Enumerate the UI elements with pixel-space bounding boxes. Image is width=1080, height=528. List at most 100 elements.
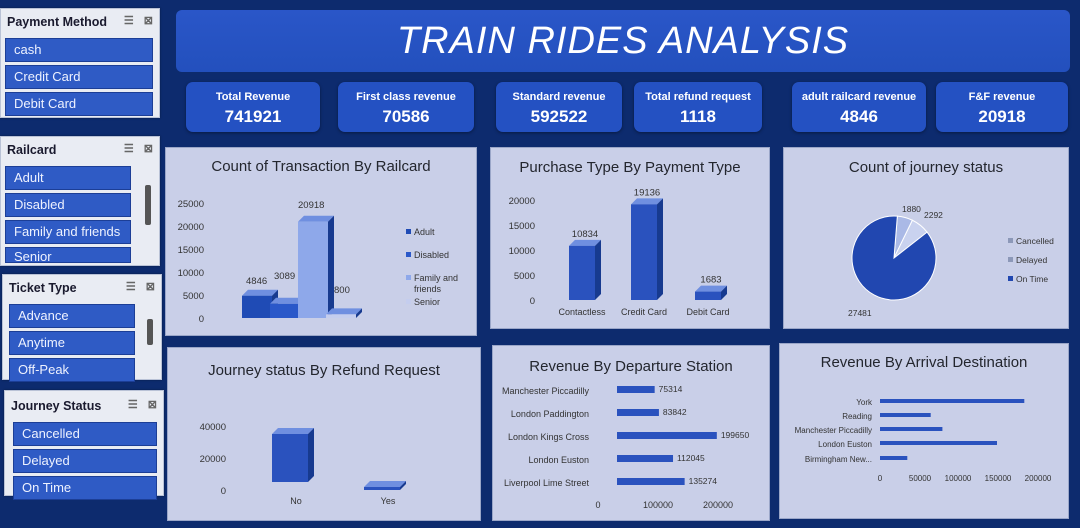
x-tick-label: 50000 [909, 474, 932, 483]
bar-refund-yes-top [364, 481, 406, 487]
bar-senior-top [326, 308, 362, 315]
slicer-header: Ticket Type ☰ ⊠ [3, 275, 161, 301]
kpi-label: Total refund request [645, 91, 751, 103]
slicer-item-anytime[interactable]: Anytime [9, 331, 135, 355]
bar-contactless-top [569, 239, 601, 246]
multi-select-icon[interactable]: ☰ [125, 281, 136, 293]
chart-panel-railcard: Count of Transaction By Railcard 0 5000 10… [165, 147, 477, 336]
kpi-label: adult railcard revenue [801, 91, 917, 103]
bar-london-euston [617, 455, 674, 462]
bar-debit-card-side [721, 285, 727, 300]
kpi-value: 4846 [840, 107, 878, 126]
chart-title: Journey status By Refund Request [208, 362, 440, 379]
bar-reading [880, 413, 931, 417]
data-label: 135274 [689, 476, 718, 486]
bar-disabled [270, 303, 300, 318]
y-tick-label: 40000 [200, 422, 226, 433]
slicer-item-off-peak[interactable]: Off-Peak [9, 358, 135, 382]
slicer-item-advance[interactable]: Advance [9, 304, 135, 328]
slicer-item-delayed[interactable]: Delayed [13, 449, 157, 473]
bar-family-and-friends-top [298, 215, 334, 222]
slicer-item-credit-card[interactable]: Credit Card [5, 65, 153, 89]
clear-filter-icon[interactable]: ⊠ [143, 143, 153, 155]
y-tick-label: 5000 [514, 271, 535, 282]
legend-label: Family and [414, 273, 458, 283]
chart-panel-refund: Journey status By Refund Request 0 20000 4… [167, 347, 481, 521]
slicer-item-cancelled[interactable]: Cancelled [13, 422, 157, 446]
slicer-title: Ticket Type [9, 281, 77, 295]
legend-label: Delayed [1016, 255, 1047, 265]
slicer-title: Railcard [7, 143, 57, 157]
chart-panel-departure: Revenue By Departure Station Manchester … [492, 345, 770, 521]
slicer-item-debit-card[interactable]: Debit Card [5, 92, 153, 116]
slicer-header: Journey Status ☰ ⊠ [5, 393, 163, 419]
slicer-item-adult[interactable]: Adult [5, 166, 131, 190]
bar-credit-card-side [657, 198, 663, 300]
y-tick-label: Liverpool Lime Street [504, 478, 590, 488]
x-tick-label: Debit Card [686, 307, 729, 317]
kpi-value: 1118 [680, 107, 716, 126]
ticket-type-slicer: Ticket Type ☰ ⊠ Advance Anytime Off-Peak [2, 274, 162, 382]
legend-marker [406, 229, 411, 234]
slicer-scrollbar[interactable] [145, 185, 151, 225]
legend-label: Adult [414, 227, 435, 237]
bar-disabled-top [270, 297, 306, 304]
slicer-item-cash[interactable]: cash [5, 38, 153, 62]
y-tick-label: 15000 [178, 245, 204, 256]
kpi-value: 70586 [382, 107, 430, 126]
bar-credit-card [631, 204, 657, 300]
y-tick-label: 10000 [178, 268, 204, 279]
slicer-item-senior[interactable]: Senior [5, 247, 131, 263]
y-tick-label: London Euston [818, 440, 872, 449]
bar-refund-yes [364, 487, 400, 490]
y-tick-label: London Paddington [511, 409, 589, 419]
data-label: 83842 [663, 407, 687, 417]
y-tick-label: 0 [530, 296, 535, 307]
bar-family-and-friends [298, 221, 328, 318]
y-tick-label: York [856, 398, 873, 407]
kpi-label: First class revenue [356, 91, 456, 103]
kpi-ff-revenue: F&F revenue 20918 [936, 82, 1068, 132]
kpi-label: F&F revenue [968, 91, 1036, 103]
x-tick-label: Contactless [558, 307, 606, 317]
y-tick-label: Manchester Piccadilly [795, 426, 872, 435]
data-label: 20918 [298, 200, 324, 211]
multi-select-icon[interactable]: ☰ [127, 399, 138, 411]
slicer-header: Railcard ☰ ⊠ [1, 137, 159, 163]
bar-senior-side [356, 308, 362, 318]
chart-title: Purchase Type By Payment Type [519, 159, 741, 176]
railcard-slicer: Railcard ☰ ⊠ Adult Disabled Family and fr… [0, 136, 160, 266]
chart-railcard: 0 5000 10000 15000 20000 25000 4846 3089 20918 80… [178, 199, 458, 325]
chart-departure: Manchester Piccadilly 75314 London Padding… [502, 384, 750, 510]
x-tick-label: 100000 [945, 474, 972, 483]
bar-manchester-piccadilly [617, 386, 655, 393]
y-tick-label: London Euston [528, 455, 589, 465]
slicer-scrollbar[interactable] [147, 319, 153, 345]
slicer-item-disabled[interactable]: Disabled [5, 193, 131, 217]
kpi-label: Standard revenue [512, 91, 606, 103]
clear-filter-icon[interactable]: ⊠ [147, 399, 157, 411]
data-label: 10834 [572, 229, 598, 240]
x-tick-label: 200000 [1025, 474, 1052, 483]
y-tick-label: Birmingham New... [805, 455, 872, 464]
chart-title: Count of Transaction By Railcard [211, 158, 431, 175]
slicer-item-family-and-friends[interactable]: Family and friends [5, 220, 131, 244]
multi-select-icon[interactable]: ☰ [123, 143, 134, 155]
clear-filter-icon[interactable]: ⊠ [145, 281, 155, 293]
slicer-title: Payment Method [7, 15, 108, 29]
bar-credit-card-top [631, 198, 663, 205]
chart-title: Count of journey status [848, 159, 1004, 176]
clear-filter-icon[interactable]: ⊠ [143, 15, 153, 27]
bar-refund-yes-side [400, 481, 406, 490]
x-tick-label: 200000 [703, 500, 733, 510]
slicer-item-on-time[interactable]: On Time [13, 476, 157, 500]
kpi-value: 741921 [224, 107, 282, 126]
bar-liverpool-lime-street [617, 478, 685, 485]
bar-london-euston [880, 441, 997, 445]
bar-adult-top [242, 289, 278, 296]
multi-select-icon[interactable]: ☰ [123, 15, 134, 27]
data-label: 1880 [902, 204, 921, 214]
legend-label: Cancelled [1016, 236, 1054, 246]
y-tick-label: 10000 [509, 246, 535, 257]
bar-york [880, 399, 1025, 403]
